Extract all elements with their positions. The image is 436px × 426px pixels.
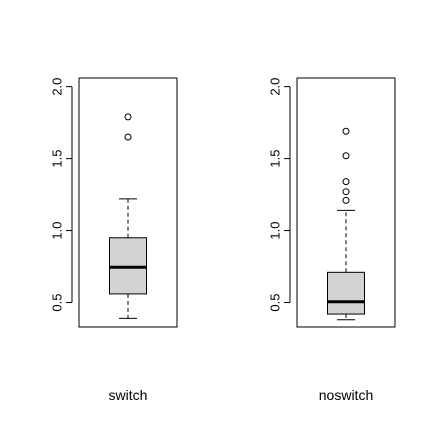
outlier-point <box>124 133 132 141</box>
plot-frame <box>78 77 178 328</box>
y-tick-label: 0.5 <box>268 293 283 311</box>
y-tick-label: 1.0 <box>50 222 65 240</box>
y-tick-label: 2.0 <box>50 78 65 96</box>
y-tick-label: 0.5 <box>50 293 65 311</box>
y-tick-label: 1.0 <box>268 222 283 240</box>
outlier-point <box>342 152 350 160</box>
outlier-point <box>342 127 350 135</box>
y-tick-label: 1.5 <box>50 150 65 168</box>
plot-frame <box>296 77 396 328</box>
outlier-point <box>342 196 350 204</box>
y-tick-label: 2.0 <box>268 78 283 96</box>
y-tick-label: 1.5 <box>268 150 283 168</box>
x-axis-label: noswitch <box>319 387 373 403</box>
outlier-point <box>342 178 350 186</box>
outlier-point <box>342 188 350 196</box>
x-axis-label: switch <box>109 387 148 403</box>
iqr-box <box>327 271 365 315</box>
outlier-point <box>124 113 132 121</box>
